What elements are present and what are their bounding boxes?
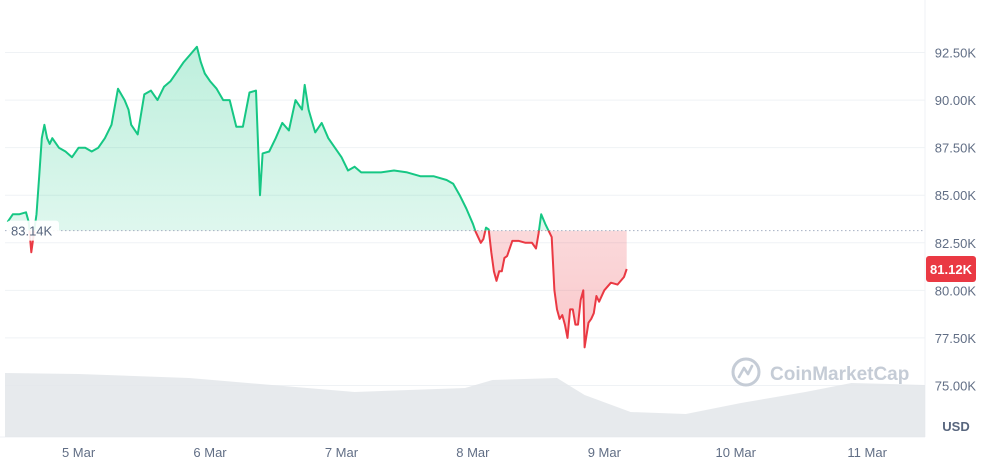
price-line-below-baseline <box>28 230 628 349</box>
currency-label: USD <box>942 419 969 434</box>
x-tick-label: 6 Mar <box>193 445 227 460</box>
x-tick-label: 7 Mar <box>325 445 359 460</box>
y-tick-label: 80.00K <box>935 283 977 298</box>
x-tick-label: 11 Mar <box>847 445 887 460</box>
y-tick-label: 87.50K <box>935 141 977 156</box>
watermark-text: CoinMarketCap <box>770 364 909 385</box>
coinmarketcap-watermark: CoinMarketCap <box>731 357 909 387</box>
x-tick-label: 10 Mar <box>716 445 757 460</box>
y-tick-label: 77.50K <box>935 331 977 346</box>
y-tick-label: 90.00K <box>935 93 977 108</box>
baseline-label: 83.14K <box>7 220 59 241</box>
volume-area <box>5 373 925 437</box>
baseline-value-label: 83.14K <box>11 224 53 239</box>
area-above-baseline <box>7 46 627 231</box>
y-axis: 92.50K 90.00K 87.50K 85.00K 82.50K 80.00K 77.5… <box>935 46 977 394</box>
y-tick-label: 85.00K <box>935 188 977 203</box>
price-line-above-baseline <box>6 45 550 231</box>
area-below-baseline <box>29 230 627 348</box>
x-tick-label: 9 Mar <box>588 445 622 460</box>
coinmarketcap-logo-icon <box>731 357 761 387</box>
current-price-tag: 81.12K <box>926 256 976 283</box>
y-tick-label: 82.50K <box>935 236 977 251</box>
y-tick-label: 75.00K <box>935 378 977 393</box>
x-axis: 5 Mar 6 Mar 7 Mar 8 Mar 9 Mar 10 Mar 11 Mar <box>62 445 888 460</box>
x-tick-label: 8 Mar <box>456 445 490 460</box>
current-price-label: 81.12K <box>930 262 973 277</box>
x-tick-label: 5 Mar <box>62 445 96 460</box>
y-tick-label: 92.50K <box>935 46 977 61</box>
